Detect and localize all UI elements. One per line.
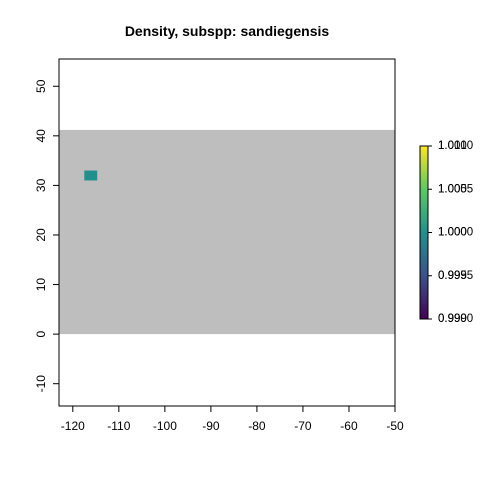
y-tick-label: 10 (34, 278, 48, 292)
colorbar-tick-label: 1.005 (438, 183, 467, 195)
colorbar-tick-label: 0.990 (438, 313, 467, 325)
x-tick-label: -120 (61, 419, 85, 433)
raster-layer (59, 129, 395, 335)
colorbar-tick-label: 1.0000 (438, 227, 473, 239)
y-tick-label: 50 (34, 79, 48, 93)
colorbar-tick-label: 0.9995 (438, 270, 473, 282)
y-tick-label: -10 (34, 375, 48, 393)
colorbar (420, 146, 428, 319)
colorbar-tick-label: 1.010 (438, 140, 467, 152)
raster-nodata-area (59, 129, 395, 335)
color-legend: 0.9900.99900.9950.99951.0001.00001.0051.… (419, 140, 473, 325)
colorbar-tick-label: 1.000 (438, 227, 467, 239)
x-axis: -120 -110 -100 -90 -80 -70 -60 -50 (61, 405, 404, 433)
x-tick-label: -90 (202, 419, 220, 433)
x-tick-label: -60 (340, 419, 358, 433)
colorbar-tick-label: 1.0010 (438, 140, 473, 152)
colorbar-tick-label: 0.9990 (438, 313, 473, 325)
colorbar-tick-label: 0.995 (438, 270, 467, 282)
colorbar-tick-label: 1.0005 (438, 183, 473, 195)
y-tick-label: 20 (34, 228, 48, 242)
x-tick-label: -80 (248, 419, 266, 433)
y-tick-label: 30 (34, 178, 48, 192)
x-tick-label: -100 (153, 419, 177, 433)
x-tick-label: -50 (386, 419, 404, 433)
chart-title: Density, subspp: sandiegensis (125, 23, 330, 39)
x-tick-label: -70 (294, 419, 312, 433)
y-axis: -10 0 10 20 30 40 50 (34, 79, 60, 393)
y-tick-label: 0 (34, 330, 48, 337)
density-cell-0 (84, 170, 98, 181)
y-tick-label: 40 (34, 129, 48, 143)
x-tick-label: -110 (107, 419, 130, 433)
